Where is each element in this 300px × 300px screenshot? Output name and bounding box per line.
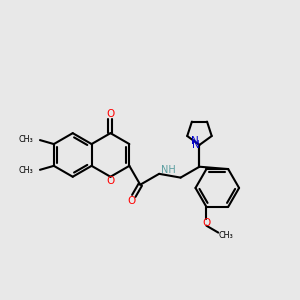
Text: CH₃: CH₃ <box>18 166 33 175</box>
Text: N: N <box>192 140 200 150</box>
Text: NH: NH <box>161 165 176 175</box>
Text: O: O <box>202 218 211 228</box>
Text: CH₃: CH₃ <box>18 135 33 144</box>
Text: O: O <box>106 109 115 119</box>
Text: O: O <box>106 176 115 186</box>
Text: N: N <box>190 136 198 146</box>
Text: CH₃: CH₃ <box>219 231 234 240</box>
Text: O: O <box>128 196 136 206</box>
